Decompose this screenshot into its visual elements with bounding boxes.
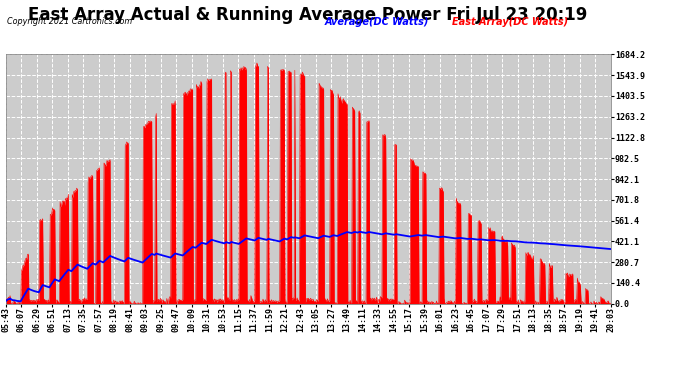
Text: Average(DC Watts): Average(DC Watts) bbox=[324, 17, 428, 27]
Text: Copyright 2021 Cartronics.com: Copyright 2021 Cartronics.com bbox=[7, 17, 132, 26]
Text: East Array(DC Watts): East Array(DC Watts) bbox=[452, 17, 568, 27]
Text: East Array Actual & Running Average Power Fri Jul 23 20:19: East Array Actual & Running Average Powe… bbox=[28, 6, 588, 24]
